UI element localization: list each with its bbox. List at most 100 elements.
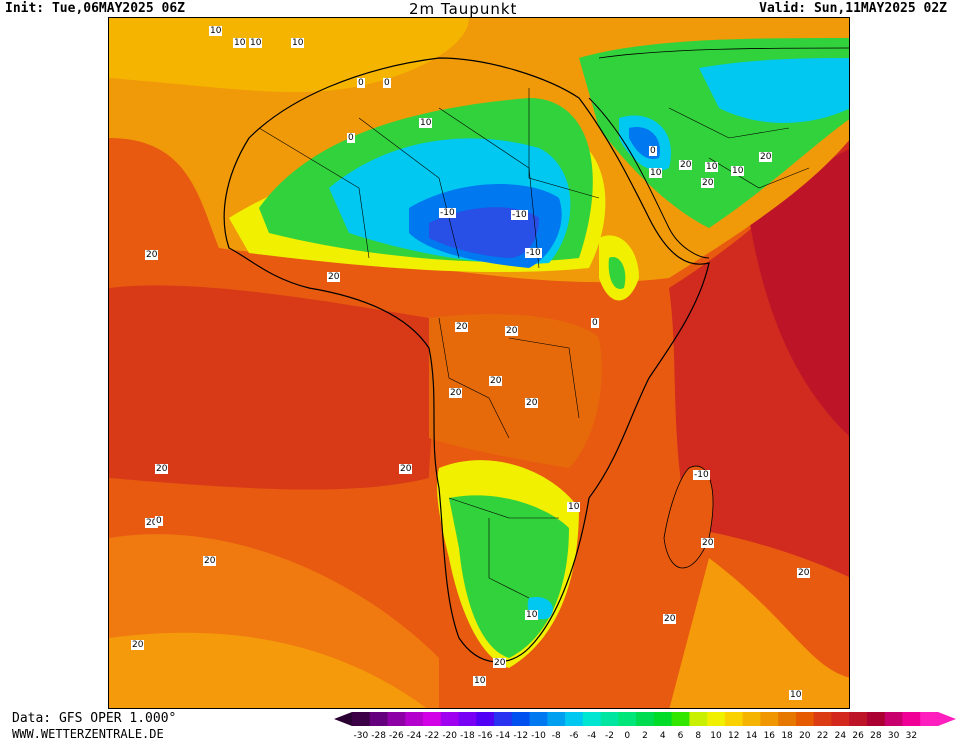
colorbar-swatch [689,712,708,726]
colorbar-tick-label: -8 [552,731,561,741]
contour-label: -10 [511,210,528,220]
colorbar-tick-label: 10 [710,731,722,741]
colorbar-swatch [440,712,460,726]
colorbar-swatch [884,712,903,726]
contour-label: -10 [693,470,710,480]
colorbar-swatch [423,712,442,726]
colorbar-swatch [671,712,690,726]
colorbar-swatch [600,712,619,726]
init-time: Init: Tue,06MAY2025 06Z [5,1,186,16]
contour-label: 20 [679,160,693,170]
field-gulf-guinea [109,285,434,490]
colorbar-swatch [529,712,548,726]
colorbar-tick-label: -20 [442,731,457,741]
colorbar-tick-label: 14 [746,731,758,741]
contour-label: 10 [419,118,433,128]
colorbar-tick-label: 28 [870,731,882,741]
colorbar-tick-label: -24 [407,731,422,741]
colorbar-swatch [778,712,797,726]
colorbar-tick-label: 30 [888,731,900,741]
contour-label: 20 [701,538,715,548]
colorbar-tick-label: -26 [389,731,404,741]
data-source: Data: GFS OPER 1.000° [12,711,177,726]
colorbar-tick-label: 8 [695,731,701,741]
colorbar-swatch [831,712,850,726]
country-borders [258,88,810,599]
contour-label: -10 [525,248,542,258]
contour-label: 20 [505,326,519,336]
contour-label: 10 [567,502,581,512]
colorbar-tick-label: -6 [569,731,578,741]
contour-label: 0 [357,78,365,88]
colorbar-tick-label: 26 [852,731,864,741]
colorbar-tick-label: 12 [728,731,739,741]
colorbar-swatch [724,712,744,726]
colorbar-swatch [352,712,371,726]
colorbar-swatch [920,712,939,726]
colorbar-tick-label: -16 [478,731,493,741]
contour-label: 10 [789,690,803,700]
contour-label: 10 [705,162,719,172]
colorbar-arrow-left [334,712,352,726]
contour-label: 20 [145,518,159,528]
colorbar-swatch [707,712,726,726]
contour-label: 0 [383,78,391,88]
site-credit: WWW.WETTERZENTRALE.DE [12,727,164,741]
colorbar-swatch [849,712,868,726]
contour-label: 20 [145,250,159,260]
colorbar-tick-label: 22 [817,731,828,741]
contour-label: 20 [399,464,413,474]
colorbar-tick-label: 6 [678,731,684,741]
contour-label: 10 [233,38,247,48]
colorbar-tick-label: -30 [354,731,369,741]
colorbar-swatch [742,712,761,726]
colorbar-swatch [511,712,531,726]
colorbar-tick-label: 2 [642,731,648,741]
dewpoint-map: 10 10 10 10 0 0 0 10 -10 -10 -10 0 10 20 20 20 20 20 20 0 10… [108,17,850,709]
contour-label: 10 [291,38,305,48]
contour-label: 10 [473,676,487,686]
contour-label: 20 [455,322,469,332]
colorbar-swatch [476,712,495,726]
colorbar-tick-label: 18 [781,731,793,741]
valid-time: Valid: Sun,11MAY2025 02Z [759,1,947,16]
contour-label: 10 [249,38,263,48]
contour-label: 10 [731,166,745,176]
colorbar-arrow-right [938,712,956,726]
contour-label: -10 [439,208,456,218]
colorbar: -30 -28 -26 -24 -22 -20 -18 -16 -14 -12 -10 -8 -6 -4-… [334,712,956,741]
colorbar-swatch [636,712,655,726]
colorbar-tick-label: -4 [587,731,596,741]
colorbar-tick-label: 4 [660,731,666,741]
colorbar-swatch [902,712,921,726]
colorbar-swatch [494,712,513,726]
contour-label: 10 [209,26,223,36]
colorbar-swatch [405,712,424,726]
colorbar-tick-label: -18 [460,731,475,741]
colorbar-tick-label: -14 [496,731,511,741]
colorbar-swatch [387,712,406,726]
contour-label: 20 [155,464,169,474]
colorbar-tick-label: 32 [906,731,917,741]
colorbar-swatch [653,712,673,726]
colorbar-tick-label: -10 [531,731,546,741]
contour-label: 20 [797,568,811,578]
colorbar-tick-label: -12 [513,731,528,741]
colorbar-tick-label: -28 [371,731,386,741]
colorbar-swatch [813,712,832,726]
contour-label: 20 [525,398,539,408]
colorbar-tick-label: 24 [835,731,847,741]
contour-label: 20 [663,614,677,624]
contour-label: 20 [203,556,217,566]
colorbar-tick-label: -22 [425,731,440,741]
contour-label: 20 [493,658,507,668]
colorbar-swatch [760,712,779,726]
contour-label: 20 [131,640,145,650]
africa-coastline [223,57,710,663]
colorbar-swatch [866,712,886,726]
colorbar-swatch [547,712,566,726]
contour-label: 10 [649,168,663,178]
colorbar-tick-label: -2 [605,731,614,741]
contour-label: 10 [525,610,539,620]
colorbar-swatch [618,712,637,726]
